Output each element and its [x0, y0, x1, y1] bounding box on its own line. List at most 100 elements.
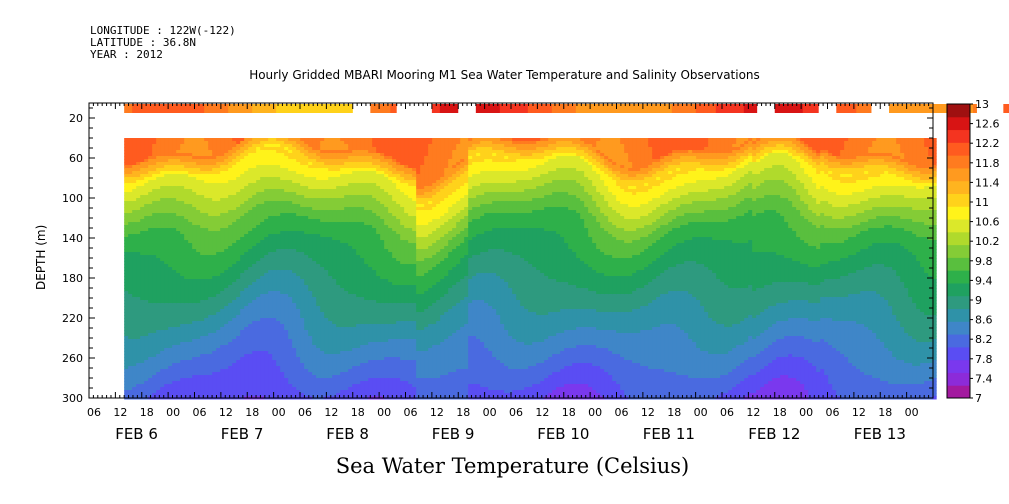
heatmap-cell — [208, 366, 213, 370]
heatmap-cell — [216, 339, 221, 343]
heatmap-cell — [204, 267, 209, 271]
heatmap-cell — [240, 255, 245, 259]
heatmap-cell — [348, 171, 353, 175]
heatmap-cell — [264, 222, 269, 226]
heatmap-cell — [216, 360, 221, 364]
heatmap-cell — [224, 159, 229, 163]
heatmap-cell — [144, 288, 149, 292]
heatmap-cell — [236, 258, 241, 262]
heatmap-cell — [268, 189, 273, 193]
heatmap-cell — [324, 387, 329, 391]
heatmap-cell — [132, 378, 137, 382]
heatmap-cell — [152, 369, 157, 373]
heatmap-cell — [276, 147, 281, 151]
heatmap-cell — [264, 189, 269, 193]
heatmap-cell — [324, 171, 329, 175]
heatmap-cell — [160, 219, 165, 223]
heatmap-cell — [188, 159, 193, 163]
heatmap-cell — [156, 360, 161, 364]
heatmap-cell — [128, 204, 133, 208]
heatmap-cell — [272, 285, 277, 289]
heatmap-cell — [296, 168, 301, 172]
heatmap-cell — [272, 252, 277, 256]
heatmap-cell — [160, 171, 165, 175]
heatmap-cell — [272, 282, 277, 286]
heatmap-cell — [172, 369, 177, 373]
heatmap-cell — [220, 189, 225, 193]
heatmap-cell — [144, 204, 149, 208]
heatmap-cell — [128, 297, 133, 301]
heatmap-cell — [172, 267, 177, 271]
heatmap-cell — [316, 345, 321, 349]
heatmap-cell — [228, 321, 233, 325]
heatmap-cell — [312, 177, 317, 181]
heatmap-cell — [196, 294, 201, 298]
heatmap-cell — [336, 144, 341, 148]
heatmap-cell — [348, 324, 353, 328]
heatmap-cell — [304, 156, 309, 160]
heatmap-cell — [320, 246, 325, 250]
heatmap-cell — [172, 291, 177, 295]
heatmap-cell — [336, 255, 341, 259]
heatmap-cell — [212, 147, 217, 151]
heatmap-cell — [300, 393, 305, 397]
heatmap-cell — [352, 171, 357, 175]
heatmap-cell — [256, 147, 261, 151]
heatmap-cell — [156, 249, 161, 253]
heatmap-cell — [320, 294, 325, 298]
heatmap-cell — [292, 369, 297, 373]
heatmap-cell — [324, 312, 329, 316]
heatmap-cell — [168, 141, 173, 145]
heatmap-cell — [236, 366, 241, 370]
heatmap-cell — [324, 234, 329, 238]
heatmap-cell — [196, 300, 201, 304]
heatmap-cell — [176, 225, 181, 229]
heatmap-cell — [204, 183, 209, 187]
heatmap-cell — [148, 249, 153, 253]
heatmap-cell — [328, 171, 333, 175]
heatmap-cell — [172, 180, 177, 184]
heatmap-cell — [292, 201, 297, 205]
heatmap-cell — [156, 306, 161, 310]
heatmap-cell — [296, 174, 301, 178]
heatmap-cell — [228, 210, 233, 214]
heatmap-cell — [328, 279, 333, 283]
heatmap-cell — [328, 393, 333, 397]
heatmap-cell — [208, 285, 213, 289]
heatmap-cell — [124, 231, 129, 235]
heatmap-cell — [204, 264, 209, 268]
heatmap-cell — [208, 342, 213, 346]
heatmap-cell — [208, 300, 213, 304]
heatmap-cell — [208, 348, 213, 352]
heatmap-cell — [316, 186, 321, 190]
heatmap-cell — [276, 156, 281, 160]
heatmap-cell — [276, 153, 281, 157]
heatmap-cell — [332, 390, 337, 394]
heatmap-cell — [188, 273, 193, 277]
heatmap-cell — [324, 192, 329, 196]
heatmap-cell — [228, 312, 233, 316]
heatmap-cell — [156, 180, 161, 184]
heatmap-cell — [332, 210, 337, 214]
heatmap-cell — [156, 309, 161, 313]
heatmap-cell — [268, 144, 273, 148]
heatmap-cell — [124, 321, 129, 325]
heatmap-cell — [164, 213, 169, 217]
heatmap-cell — [260, 348, 265, 352]
heatmap-cell — [320, 390, 325, 394]
heatmap-cell — [240, 282, 245, 286]
heatmap-cell — [128, 246, 133, 250]
heatmap-cell — [124, 171, 129, 175]
heatmap-cell — [344, 240, 349, 244]
heatmap-cell — [220, 303, 225, 307]
heatmap-fill — [124, 138, 937, 400]
heatmap-cell — [244, 213, 249, 217]
heatmap-cell — [212, 303, 217, 307]
heatmap-cell — [132, 267, 137, 271]
heatmap-cell — [284, 243, 289, 247]
heatmap-cell — [288, 351, 293, 355]
heatmap-cell — [204, 216, 209, 220]
heatmap-cell — [160, 189, 165, 193]
heatmap-cell — [292, 222, 297, 226]
heatmap-cell — [180, 177, 185, 181]
